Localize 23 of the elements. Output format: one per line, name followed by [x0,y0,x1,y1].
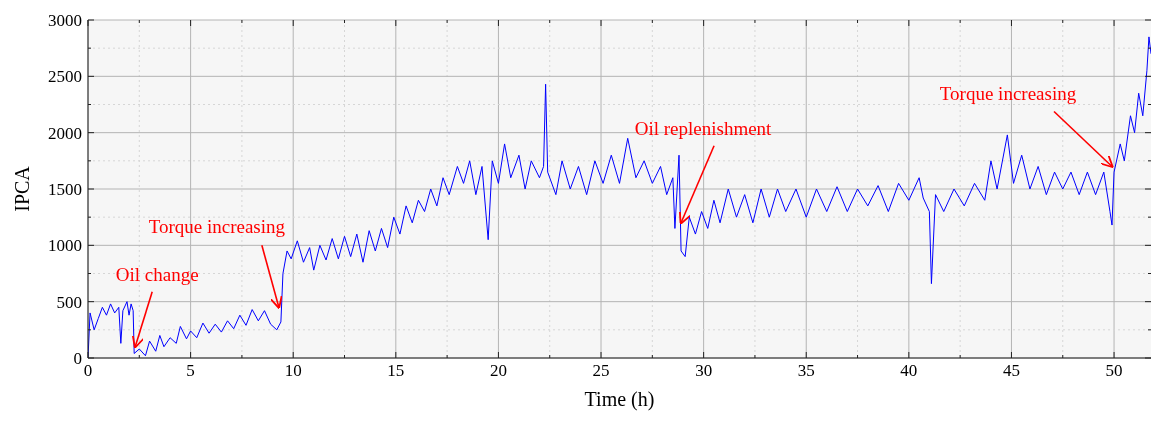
y-tick-label: 3000 [48,11,82,30]
y-tick-label: 0 [73,349,82,368]
x-tick-label: 25 [592,361,610,380]
x-tick-label: 45 [1002,361,1020,380]
y-tick-label: 2000 [48,123,82,143]
x-tick-label: 20 [489,361,507,380]
x-axis-title: Time (h) [584,388,655,411]
y-tick-label: 1000 [48,236,82,256]
annotation: Torque increasing [148,216,286,238]
x-tick-label: 15 [387,361,405,380]
y-axis-title: IPCA [11,165,34,212]
x-tick-label: 40 [900,361,918,380]
x-tick-label: 10 [284,361,302,380]
y-tick-label: 500 [56,292,82,312]
x-tick-label: 5 [186,361,195,380]
y-tick-label: 2500 [48,67,82,87]
annotation: Torque increasing [939,83,1077,105]
annotation: Oil replenishment [634,117,773,139]
annotation: Oil change [115,263,199,285]
x-tick-label: 30 [695,361,713,380]
x-tick-label: 35 [797,361,815,380]
x-tick-label: 50 [1105,361,1123,380]
y-tick-label: 1500 [48,180,82,199]
